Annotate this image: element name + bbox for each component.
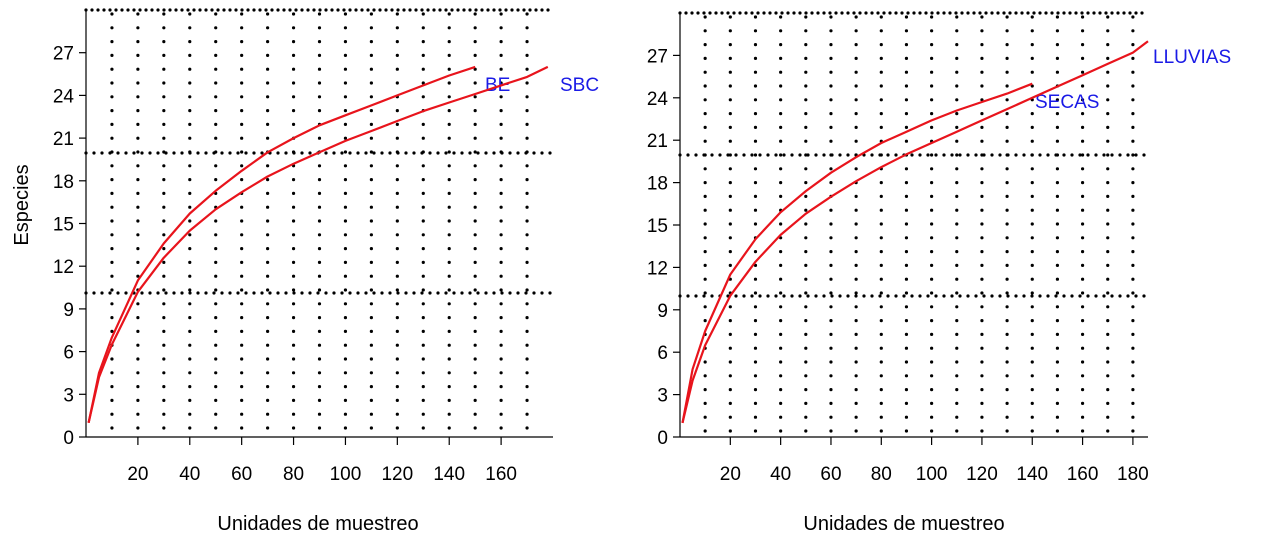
x-tick-label: 80 — [871, 464, 892, 485]
y-tick-label: 27 — [647, 46, 668, 67]
series-line-be — [87, 65, 476, 424]
y-tick-label: 24 — [647, 89, 669, 110]
x-tick-label: 120 — [966, 464, 998, 485]
y-tick-label: 24 — [53, 86, 75, 107]
y-tick-label: 27 — [53, 44, 74, 65]
grid — [678, 11, 1150, 435]
y-axis-title: Especies — [11, 164, 33, 245]
y-tick-label: 6 — [63, 343, 74, 364]
grid — [84, 8, 555, 435]
y-tick-label: 15 — [53, 215, 74, 236]
x-tick-label: 160 — [1067, 464, 1099, 485]
x-tick-label: 40 — [770, 464, 791, 485]
x-tick-label: 20 — [127, 464, 148, 485]
chart-left: 0 3 6 9 12 15 18 21 24 27 20 40 60 80 100 120 140 160 Unid… — [11, 8, 599, 535]
x-tick-label: 100 — [916, 464, 948, 485]
y-tick-label: 18 — [53, 172, 74, 193]
x-tick-label: 80 — [283, 464, 304, 485]
series-label-sbc: SBC — [560, 75, 599, 96]
x-tick-label: 20 — [720, 464, 741, 485]
x-axis-title: Unidades de muestreo — [803, 513, 1004, 535]
x-tick-label: 140 — [433, 464, 465, 485]
y-tick-label: 0 — [657, 428, 668, 449]
y-tick-label: 0 — [63, 428, 74, 449]
y-tick-label: 12 — [53, 257, 74, 278]
y-tick-label: 9 — [657, 301, 668, 322]
series-line-secas — [681, 82, 1033, 424]
y-tick-label: 18 — [647, 174, 668, 195]
series-label-secas: SECAS — [1035, 92, 1099, 113]
y-tick-label: 3 — [657, 386, 668, 407]
x-tick-label: 60 — [820, 464, 841, 485]
y-tick-label: 3 — [63, 385, 74, 406]
series-line-sbc — [87, 65, 549, 424]
x-tick-label: 60 — [231, 464, 252, 485]
x-tick-label: 100 — [330, 464, 362, 485]
series-line-lluvias — [681, 40, 1149, 424]
x-tick-label: 40 — [179, 464, 200, 485]
x-tick-label: 120 — [381, 464, 413, 485]
y-tick-label: 21 — [647, 131, 668, 152]
x-axis-title: Unidades de muestreo — [217, 513, 418, 535]
y-tick-label: 12 — [647, 258, 668, 279]
chart-right: 0 3 6 9 12 15 18 21 24 27 20 40 60 80 100 120 140 160 180 U… — [647, 11, 1231, 535]
y-tick-label: 15 — [647, 216, 668, 237]
x-tick-label: 160 — [485, 464, 517, 485]
y-tick-label: 21 — [53, 129, 74, 150]
series-label-lluvias: LLUVIAS — [1153, 47, 1231, 68]
y-tick-label: 9 — [63, 300, 74, 321]
x-tick-label: 180 — [1117, 464, 1149, 485]
x-tick-label: 140 — [1016, 464, 1048, 485]
y-tick-label: 6 — [657, 343, 668, 364]
